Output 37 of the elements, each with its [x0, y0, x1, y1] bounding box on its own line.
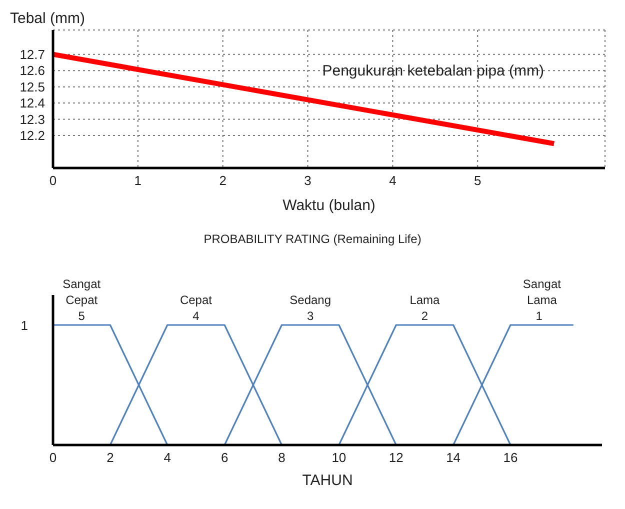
y-tick-label: 12.7 [20, 46, 45, 62]
y-axis-title: Tebal (mm) [10, 10, 86, 27]
series-label: Sedang [290, 293, 332, 307]
x-tick-label: 14 [446, 450, 461, 466]
x-tick-label: 1 [134, 173, 142, 188]
y-tick-label: 12.6 [20, 63, 45, 78]
x-axis-title: TAHUN [302, 472, 353, 489]
series-label: Sangat Cepat [62, 277, 102, 307]
x-tick-label: 2 [219, 173, 226, 188]
series-label: Pengukuran ketebalan pipa (mm) [322, 62, 544, 80]
series-label: Sangat Lama [522, 277, 562, 307]
x-tick-label: 2 [106, 450, 114, 466]
series-label: Cepat [180, 293, 213, 307]
x-tick-label: 0 [49, 450, 57, 466]
series-label: Lama [410, 293, 440, 307]
annotation: 3 [307, 309, 314, 323]
y-tick-label: 12.2 [20, 128, 45, 144]
y-tick-label: 12.5 [20, 79, 45, 94]
x-tick-label: 4 [164, 450, 171, 466]
annotation: 2 [421, 309, 428, 323]
y-tick-label: 12.4 [20, 96, 45, 111]
y-tick-label: 12.3 [20, 112, 45, 127]
x-tick-label: 16 [503, 450, 518, 466]
annotation: 4 [192, 309, 200, 323]
x-axis-title: Waktu (bulan) [282, 197, 376, 214]
x-tick-label: 3 [304, 173, 312, 188]
annotation: 1 [536, 309, 543, 323]
x-tick-label: 0 [49, 173, 57, 188]
x-tick-label: 10 [332, 450, 346, 466]
x-tick-label: 8 [278, 450, 286, 466]
x-tick-label: 12 [388, 450, 404, 466]
annotation: 1 [20, 318, 28, 333]
x-tick-label: 4 [389, 173, 396, 188]
x-tick-label: 5 [474, 173, 482, 188]
x-tick-label: 6 [220, 450, 228, 466]
chart-title: PROBABILITY RATING (Remaining Life) [202, 232, 422, 246]
annotation: 5 [78, 309, 86, 323]
